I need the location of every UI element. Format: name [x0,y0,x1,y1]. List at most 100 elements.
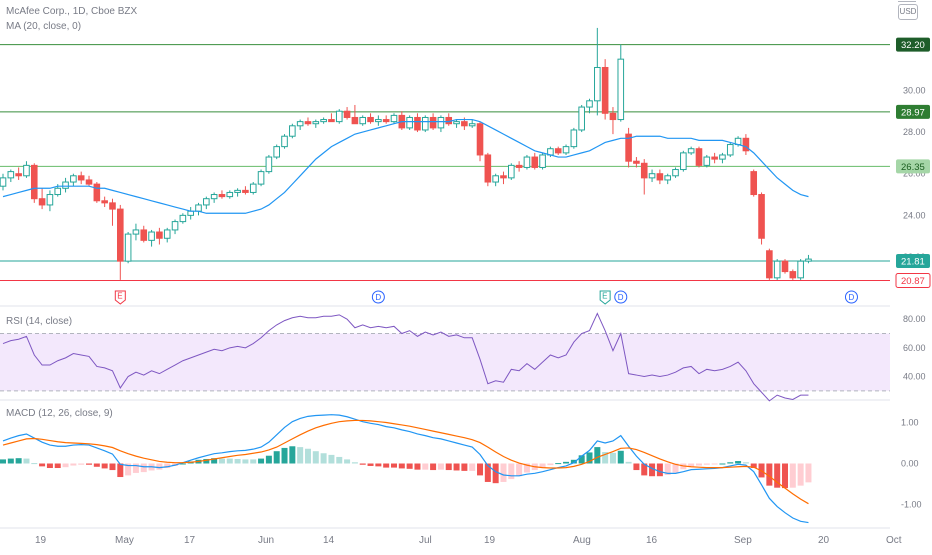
candle-up [171,221,179,231]
macd-histogram-bar [437,463,444,470]
candle-up [406,116,413,129]
candle-up [468,123,476,127]
earnings-marker[interactable] [114,290,126,305]
macd-histogram-bar [500,463,507,482]
macd-histogram-bar [359,463,366,465]
dividend-marker-label: D [848,293,854,302]
candle-up [421,116,429,131]
macd-histogram-bar [218,458,225,464]
macd-histogram-bar [649,463,656,477]
candle-up [273,146,280,158]
rsi-axis-label: 80.00 [903,314,926,324]
earnings-marker-label: E [602,292,607,301]
price-level-label: 21.81 [901,256,925,267]
macd-histogram-bar [422,463,429,470]
candle-down [640,162,648,179]
candle-up [0,177,7,187]
candle-up [132,229,140,235]
candle-down [382,119,390,123]
candle-up [249,183,257,193]
macd-legend[interactable]: MACD (12, 26, close, 9) [6,408,113,419]
candle-up [234,189,241,193]
dividend-marker-label: D [618,293,624,302]
macd-histogram-bar [563,461,570,464]
dividend-marker[interactable] [371,290,385,304]
candle-down [218,194,226,198]
macd-histogram-bar [797,463,804,486]
dividend-marker[interactable] [614,290,628,304]
earnings-marker-label: E [117,292,122,301]
candle-up [805,258,812,262]
candle-up [265,156,273,173]
macd-histogram-bar [336,456,343,464]
macd-histogram-bar [78,463,85,465]
candle-up [23,164,30,177]
signal-line [2,419,809,505]
candle-up [703,156,711,166]
macd-histogram-bar [179,463,186,465]
macd-histogram-bar [297,447,304,464]
candle-down [156,231,163,239]
dividend-marker[interactable] [844,290,858,304]
macd-histogram-bar [203,458,210,464]
currency-cap [898,1,916,5]
time-axis-label: May [115,535,134,546]
macd-axis-label: 1.00 [901,418,919,428]
time-axis-label: Sep [734,535,752,546]
time-axis-label: 17 [184,535,196,546]
rsi-legend[interactable]: RSI (14, close) [6,316,73,327]
currency-button[interactable]: USD [898,1,918,20]
candle-up [195,204,202,212]
candle-up [62,181,69,189]
candle-up [672,169,679,177]
candle-up [289,125,296,137]
macd-histogram-bar [735,461,742,464]
earnings-marker[interactable] [599,290,611,305]
macd-histogram-bar [391,463,397,468]
candle-down [117,208,124,262]
macd-histogram-bar [782,463,788,489]
candle-up [281,135,288,148]
candle-down [101,200,108,204]
macd-histogram-bar [477,463,484,476]
macd-histogram-bar [15,458,22,464]
time-axis-label: Aug [573,535,591,546]
candle-down [601,66,609,114]
macd-histogram-bar [383,463,390,468]
macd-histogram-bar [93,463,100,467]
macd-histogram-bar [430,463,437,471]
symbol-title[interactable]: McAfee Corp., 1D, Cboe BZX [6,6,138,17]
candle-down [38,198,46,206]
ma-line [2,118,809,214]
candle-up [578,106,585,131]
price-level-label-bg [896,37,930,52]
macd-histogram-bar [125,463,132,476]
macd-histogram-bar [617,450,624,464]
candle-up [570,129,578,148]
candle-up [320,119,327,123]
macd-histogram-bar [0,459,6,464]
macd-histogram-bar [375,463,382,467]
rsi-axis-label: 40.00 [903,372,926,382]
candle-down [742,137,750,152]
macd-histogram-bar [742,462,749,464]
candle-down [242,189,249,193]
macd-histogram-bar [539,463,546,468]
macd-histogram-bar [250,459,257,464]
candle-up [163,229,171,239]
candle-down [77,175,85,181]
candle-down [531,156,539,168]
macd-histogram-bar [273,451,280,464]
macd-histogram-bar [656,463,663,477]
ma-legend[interactable]: MA (20, close, 0) [6,21,82,32]
macd-histogram-bar [398,463,405,469]
price-axis-label: 28.00 [903,127,926,137]
macd-histogram-bar [46,463,53,469]
macd-histogram-bar [312,451,319,464]
candle-up [664,175,672,181]
currency-label: USD [899,7,917,16]
candle-up [586,100,593,108]
candle-up [312,121,320,125]
